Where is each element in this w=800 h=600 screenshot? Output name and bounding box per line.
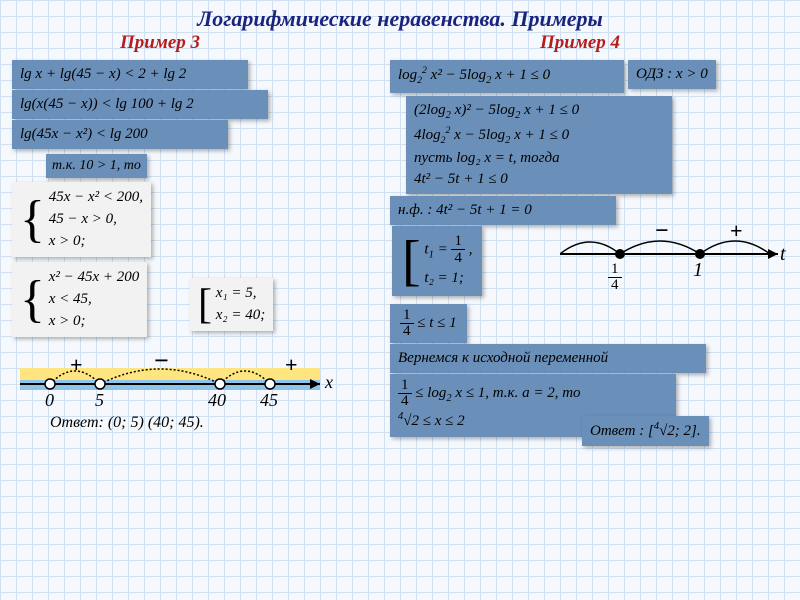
ex3-answer: Ответ: (0; 5) (40; 45). bbox=[50, 414, 204, 432]
ex4-line1: log22 x² − 5log2 x + 1 ≤ 0 bbox=[390, 60, 624, 93]
svg-text:−: − bbox=[655, 218, 669, 244]
ex4-roots: [ t1 = 14 , t₂ = 1; bbox=[392, 226, 482, 296]
svg-text:+: + bbox=[285, 352, 298, 377]
ex4-numberline: − + 1 t 14 bbox=[560, 218, 790, 298]
ex4-nl-quarter: 14 bbox=[608, 262, 622, 293]
page-title: Логарифмические неравенства. Примеры bbox=[0, 0, 800, 32]
ex4-answer: Ответ : [4√2; 2]. bbox=[582, 416, 709, 446]
ex4-odz: ОДЗ : x > 0 bbox=[628, 60, 716, 89]
ex3-roots: [ x₁ = 5, x₂ = 40; bbox=[190, 278, 273, 331]
ex3-sys2c: x > 0; bbox=[49, 311, 140, 332]
ex3-line1: lg x + lg(45 − x) < 2 + lg 2 bbox=[12, 60, 248, 89]
svg-text:+: + bbox=[70, 352, 83, 377]
svg-text:0: 0 bbox=[45, 390, 54, 410]
svg-text:1: 1 bbox=[693, 259, 703, 281]
ex3-since: т.к. 10 > 1, то bbox=[46, 154, 147, 178]
ex4-root1: t1 = 14 , bbox=[424, 233, 472, 267]
ex3-line2: lg(x(45 − x)) < lg 100 + lg 2 bbox=[12, 90, 268, 119]
ex4-l2a: (2log2 x)² − 5log2 x + 1 ≤ 0 bbox=[414, 100, 664, 124]
ex4-root2: t₂ = 1; bbox=[424, 268, 472, 289]
ex3-heading: Пример 3 bbox=[120, 32, 200, 54]
svg-text:t: t bbox=[780, 243, 786, 265]
ex3-root1: x₁ = 5, bbox=[216, 283, 266, 304]
ex4-l2b: 4log22 x − 5log2 x + 1 ≤ 0 bbox=[414, 124, 664, 149]
ex3-line3: lg(45x − x²) < lg 200 bbox=[12, 120, 228, 149]
svg-text:x: x bbox=[324, 372, 333, 392]
svg-text:5: 5 bbox=[95, 390, 104, 410]
ex3-sys2b: x < 45, bbox=[49, 289, 140, 310]
ex4-range-log-line: 14 ≤ log2 x ≤ 1, т.к. a = 2, то bbox=[398, 378, 668, 409]
ex3-root2: x₂ = 40; bbox=[216, 305, 266, 326]
ex4-l1-text: log22 x² − 5log2 x + 1 ≤ 0 bbox=[398, 67, 550, 83]
ex4-l2d: 4t² − 5t + 1 ≤ 0 bbox=[414, 169, 664, 190]
ex4-block2: (2log2 x)² − 5log2 x + 1 ≤ 0 4log22 x − … bbox=[406, 96, 672, 194]
ex3-sys1a: 45x − x² < 200, bbox=[49, 187, 143, 208]
ex4-back: Вернемся к исходной переменной bbox=[390, 344, 706, 373]
svg-text:−: − bbox=[154, 348, 169, 375]
ex4-range-t: 14 ≤ t ≤ 1 bbox=[390, 304, 467, 343]
svg-text:45: 45 bbox=[260, 390, 278, 410]
ex4-ans-pre: Ответ : [ bbox=[590, 423, 654, 439]
ex4-heading: Пример 4 bbox=[540, 32, 620, 54]
ex3-system2: { x² − 45x + 200 x < 45, x > 0; bbox=[12, 262, 147, 337]
ex4-l2c: пусть log₂ x = t, тогда bbox=[414, 148, 664, 169]
ex3-sys1c: x > 0; bbox=[49, 231, 143, 252]
ex4-ans-suf: ; 2]. bbox=[675, 423, 701, 439]
svg-text:+: + bbox=[730, 218, 743, 243]
ex3-sys1b: 45 − x > 0, bbox=[49, 209, 143, 230]
svg-text:40: 40 bbox=[208, 390, 226, 410]
ex3-sys2a: x² − 45x + 200 bbox=[49, 267, 140, 288]
ex3-numberline: + − + 0 5 40 45 x bbox=[20, 348, 340, 410]
ex3-system1: { 45x − x² < 200, 45 − x > 0, x > 0; bbox=[12, 182, 151, 257]
